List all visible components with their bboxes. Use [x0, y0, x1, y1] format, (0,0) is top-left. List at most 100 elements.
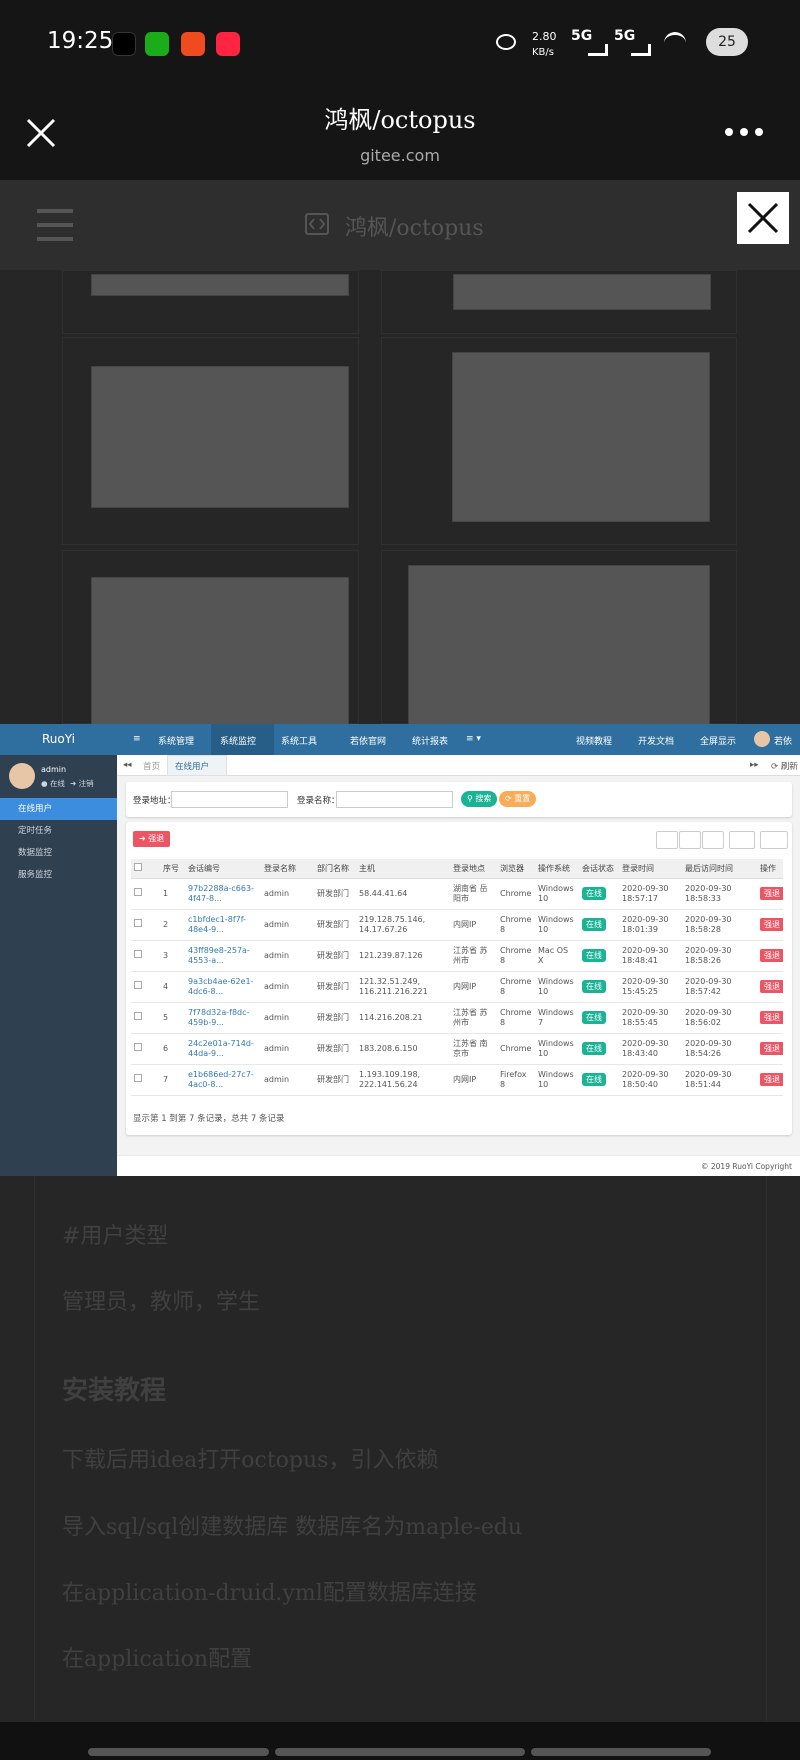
tab[interactable]: 首页	[143, 762, 161, 772]
checkbox[interactable]	[134, 919, 142, 927]
force-logout[interactable]: 强退	[760, 948, 783, 962]
thumbnail-card	[62, 550, 359, 725]
nav-item[interactable]: 统计报表	[412, 737, 449, 747]
thumbnail-card	[381, 550, 737, 725]
nav-toggle[interactable]: ≡	[133, 734, 141, 744]
cell: 2020-09-30 18:58:33	[682, 878, 757, 910]
cell: 2020-09-30 15:45:25	[619, 971, 682, 1003]
table-head: 序号 会话编号 登录名称 部门名称 主机 登录地点 浏览器 操作系统 会话状态 登录时间 最后访问时…	[131, 859, 783, 879]
thumbnail	[91, 274, 349, 296]
cell: 在线	[579, 1064, 619, 1096]
nav-item[interactable]: 系统工具	[281, 737, 318, 747]
cell: 7	[160, 1064, 185, 1096]
force-logout[interactable]: 强退	[760, 886, 783, 900]
tab-bar: ◂◂ 首页 在线用户 ▸▸ ⟳ 刷新	[117, 755, 800, 776]
cell: 江苏省 苏州市	[450, 1002, 497, 1034]
menu-item[interactable]: 定时任务	[18, 826, 53, 836]
toolbar-search[interactable]	[656, 831, 678, 849]
toolbar-columns[interactable]	[729, 831, 755, 849]
toolbar-toggle[interactable]	[702, 831, 724, 849]
checkbox[interactable]	[134, 981, 142, 989]
readme-text: 下载后用idea打开octopus，引入依赖	[62, 1448, 439, 1473]
cell: 58.44.41.64	[356, 878, 450, 910]
nav-item[interactable]: 全屏显示	[700, 737, 737, 747]
hamburger-icon[interactable]	[37, 208, 73, 242]
checkbox[interactable]	[134, 863, 142, 872]
wechat-icon	[145, 32, 169, 56]
nav-item[interactable]: 系统监控	[220, 737, 257, 747]
checkbox[interactable]	[134, 888, 142, 896]
menu-item-active[interactable]: 在线用户	[0, 798, 117, 820]
cell: 2020-09-30 18:51:44	[682, 1064, 757, 1096]
force-logout-button[interactable]: ➜ 强退	[133, 831, 171, 847]
cell: admin	[261, 971, 314, 1003]
cell: 2020-09-30 18:01:39	[619, 909, 682, 941]
toolbar-export[interactable]	[760, 831, 788, 849]
cell: 2020-09-30 18:50:40	[619, 1064, 682, 1096]
cell: 内网IP	[450, 909, 497, 941]
cell: 研发部门	[314, 1033, 356, 1065]
search-button[interactable]: ⚲ 搜索	[461, 791, 498, 807]
tab-prev[interactable]: ◂◂	[123, 760, 132, 770]
checkbox[interactable]	[134, 950, 142, 958]
session-id: 7f78d32a-f8dc-459b-9...	[185, 1002, 261, 1034]
checkbox[interactable]	[134, 1074, 142, 1082]
menu-item[interactable]: 服务监控	[18, 870, 53, 880]
nav-more[interactable]: ≡ ▾	[466, 734, 481, 744]
logout[interactable]: ➜ 注销	[70, 779, 94, 788]
input-name[interactable]	[336, 791, 453, 808]
tab-next[interactable]: ▸▸	[750, 760, 759, 770]
signal-label: 5G	[571, 28, 593, 44]
table-row: 1 97b2288a-c663-4f47-8... admin 研发部门 58.44.4…	[131, 878, 783, 910]
browser-header: 鸿枫/octopus gitee.com	[0, 84, 800, 180]
cell: 在线	[579, 971, 619, 1003]
session-id: 9a3cb4ae-62e1-4dc6-8...	[185, 971, 261, 1003]
cell: 强退	[757, 1064, 783, 1096]
menu-item[interactable]: 数据监控	[18, 848, 53, 858]
cell: 2020-09-30 18:56:02	[682, 1002, 757, 1034]
more-icon[interactable]	[724, 124, 764, 140]
footer: © 2019 RuoYi Copyright	[117, 1155, 800, 1176]
data-table: 序号 会话编号 登录名称 部门名称 主机 登录地点 浏览器 操作系统 会话状态 登录时间 最后访问时…	[131, 859, 783, 1096]
close-icon[interactable]	[26, 118, 56, 148]
nav-item[interactable]: 若依官网	[350, 737, 387, 747]
status-badge: 在线	[582, 1010, 606, 1024]
nav-item[interactable]: 开发文档	[638, 737, 675, 747]
header-cell: 会话状态	[579, 859, 619, 879]
thumbnail-card	[381, 270, 737, 334]
nav-active-bg	[211, 724, 274, 755]
input-address[interactable]	[171, 791, 288, 808]
tab-active[interactable]: 在线用户	[175, 762, 210, 772]
toolbar-refresh[interactable]	[679, 831, 701, 849]
cell: 江苏省 苏州市	[450, 940, 497, 972]
readme-heading: 安装教程	[62, 1376, 167, 1406]
refresh[interactable]: ⟳ 刷新	[771, 762, 798, 772]
cell: 6	[160, 1033, 185, 1065]
checkbox[interactable]	[134, 1043, 142, 1051]
cell: Firefox 8	[497, 1064, 535, 1096]
force-logout[interactable]: 强退	[760, 1072, 783, 1086]
force-logout[interactable]: 强退	[760, 1041, 783, 1055]
status-badge: 在线	[582, 948, 606, 962]
close-button[interactable]	[737, 192, 789, 244]
cell: 在线	[579, 940, 619, 972]
cell: 4	[160, 971, 185, 1003]
session-id: c1bfdec1-8f7f-48e4-9...	[185, 909, 261, 941]
cell: 内网IP	[450, 1064, 497, 1096]
thumbnail	[452, 352, 710, 522]
reset-button[interactable]: ⟳ 重置	[499, 791, 537, 807]
thumbnail-card	[381, 337, 737, 545]
reset-text: 重置	[514, 794, 531, 803]
nav-item[interactable]: 系统管理	[158, 737, 195, 747]
nav-item[interactable]: 视频教程	[576, 737, 613, 747]
cell: 2	[160, 909, 185, 941]
force-logout[interactable]: 强退	[760, 1010, 783, 1024]
table-row: 7 e1b686ed-27c7-4ac0-8... admin 研发部门 1.193.1…	[131, 1064, 783, 1096]
cell: 研发部门	[314, 1064, 356, 1096]
checkbox[interactable]	[134, 1012, 142, 1020]
force-logout[interactable]: 强退	[760, 979, 783, 993]
force-logout[interactable]: 强退	[760, 917, 783, 931]
nav-user[interactable]: 若依	[774, 737, 793, 747]
table-row: 4 9a3cb4ae-62e1-4dc6-8... admin 研发部门 121.32.…	[131, 971, 783, 1003]
